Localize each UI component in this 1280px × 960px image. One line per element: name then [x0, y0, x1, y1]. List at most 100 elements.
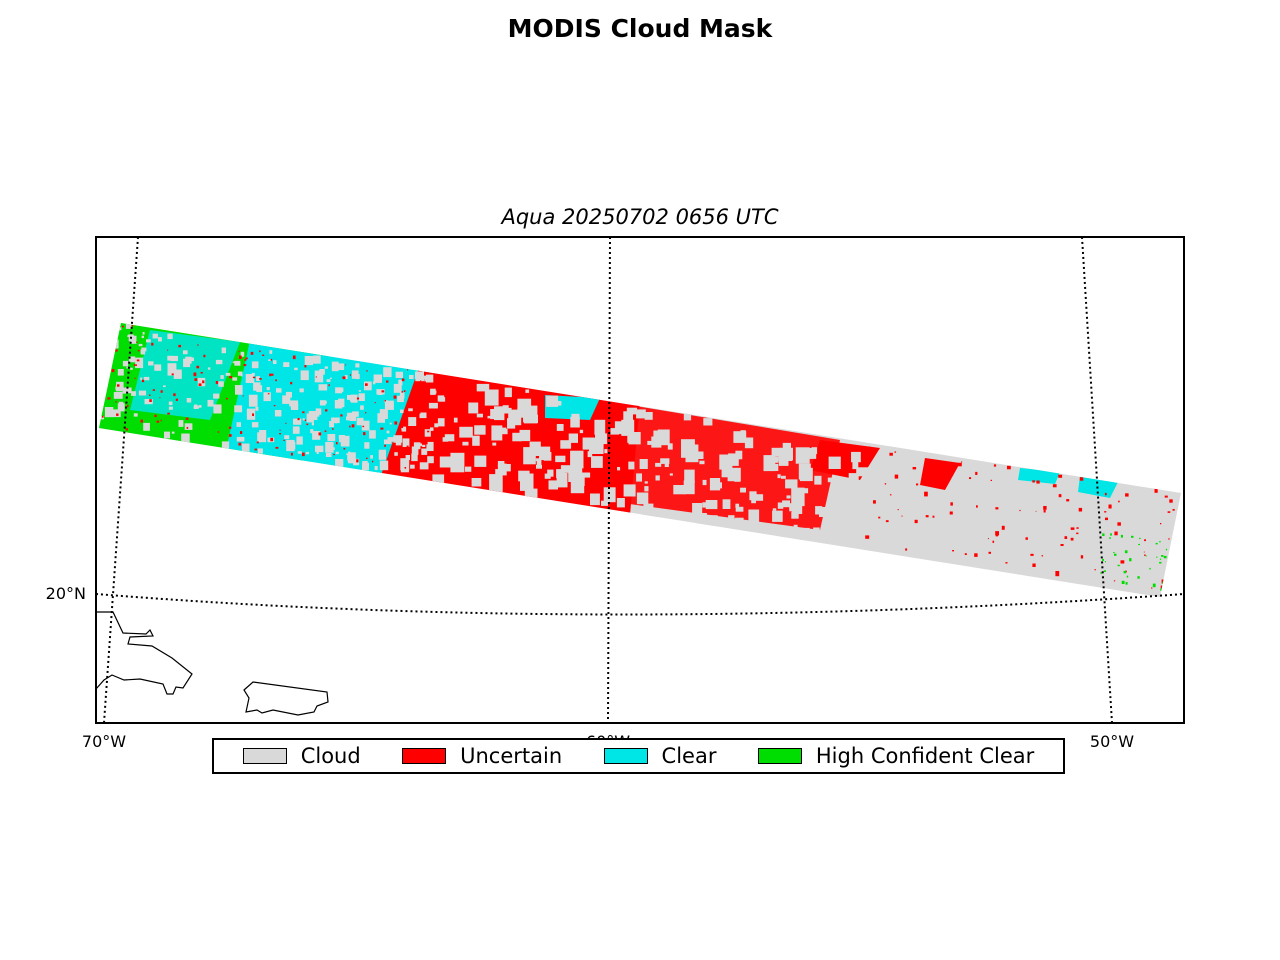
classification-speck — [1169, 499, 1173, 503]
classification-speck — [807, 448, 817, 459]
classification-speck — [394, 421, 398, 425]
classification-speck — [1058, 474, 1063, 478]
classification-speck — [168, 406, 173, 410]
classification-speck — [400, 426, 404, 429]
classification-speck — [572, 463, 583, 476]
classification-speck — [360, 405, 364, 410]
classification-speck — [976, 505, 978, 508]
classification-speck — [1113, 552, 1115, 554]
classification-speck — [279, 429, 281, 431]
classification-speck — [735, 506, 744, 512]
classification-speck — [167, 349, 169, 351]
classification-speck — [234, 405, 243, 413]
classification-speck — [706, 515, 718, 529]
classification-speck — [135, 357, 144, 369]
classification-speck — [213, 393, 220, 399]
classification-speck — [581, 472, 591, 478]
classification-speck — [117, 369, 124, 376]
classification-speck — [842, 533, 855, 546]
classification-speck — [336, 442, 338, 445]
classification-speck — [856, 467, 869, 477]
swath-clear — [225, 340, 430, 475]
classification-speck — [752, 494, 764, 501]
classification-speck — [1104, 561, 1106, 563]
classification-speck — [617, 467, 621, 471]
classification-speck — [878, 516, 881, 519]
classification-speck — [1124, 550, 1128, 554]
classification-speck — [427, 453, 430, 455]
classification-speck — [1007, 465, 1011, 470]
classification-speck — [152, 389, 155, 391]
classification-speck — [253, 382, 261, 391]
classification-speck — [158, 337, 162, 342]
classification-speck — [487, 415, 491, 419]
classification-speck — [1121, 580, 1125, 584]
classification-speck — [1178, 554, 1180, 557]
classification-speck — [290, 452, 293, 456]
classification-speck — [1167, 511, 1171, 513]
classification-speck — [358, 390, 361, 392]
classification-speck — [117, 403, 125, 412]
classification-speck — [523, 447, 536, 465]
classification-speck — [1125, 493, 1129, 497]
classification-speck — [952, 550, 954, 552]
classification-speck — [1156, 556, 1158, 558]
classification-speck — [218, 381, 224, 387]
classification-speck — [297, 418, 300, 421]
classification-speck — [681, 439, 695, 458]
classification-speck — [319, 400, 326, 406]
classification-speck — [763, 455, 776, 472]
classification-speck — [146, 339, 151, 343]
classification-speck — [422, 444, 426, 447]
classification-speck — [782, 500, 790, 508]
classification-speck — [1058, 494, 1062, 498]
classification-speck — [318, 384, 328, 391]
classification-speck — [905, 548, 908, 551]
classification-speck — [1123, 570, 1126, 574]
classification-speck — [123, 387, 132, 394]
classification-speck — [338, 387, 344, 392]
classification-speck — [777, 502, 784, 509]
classification-speck — [325, 441, 334, 453]
classification-speck — [722, 499, 731, 509]
classification-speck — [173, 369, 182, 379]
classification-speck — [241, 443, 250, 455]
classification-speck — [793, 524, 798, 529]
classification-speck — [645, 508, 659, 521]
classification-speck — [299, 388, 304, 393]
classification-speck — [232, 377, 238, 381]
classification-speck — [167, 412, 170, 415]
classification-speck — [125, 428, 128, 431]
classification-speck — [1172, 509, 1175, 511]
classification-speck — [389, 422, 392, 425]
classification-speck — [402, 438, 410, 447]
classification-speck — [901, 515, 903, 517]
classification-speck — [254, 448, 257, 451]
classification-speck — [285, 391, 292, 398]
classification-speck — [693, 451, 704, 459]
classification-speck — [245, 374, 255, 383]
classification-speck — [518, 470, 530, 482]
classification-speck — [273, 360, 277, 364]
classification-speck — [215, 381, 219, 384]
classification-speck — [950, 502, 953, 506]
classification-speck — [424, 429, 431, 437]
classification-speck — [419, 462, 429, 470]
swath-clear — [130, 330, 240, 420]
classification-speck — [548, 480, 558, 490]
classification-speck — [426, 441, 434, 451]
classification-speck — [798, 463, 811, 480]
classification-speck — [239, 355, 242, 359]
classification-speck — [1105, 517, 1108, 521]
classification-speck — [1161, 555, 1164, 557]
classification-speck — [143, 376, 150, 381]
classification-speck — [365, 412, 367, 414]
classification-speck — [113, 330, 116, 333]
classification-speck — [964, 553, 967, 555]
classification-speck — [384, 439, 392, 445]
classification-speck — [159, 397, 161, 399]
classification-speck — [1104, 492, 1107, 496]
classification-speck — [949, 511, 953, 515]
legend: Cloud Uncertain Clear High Confident Cle… — [212, 738, 1065, 774]
classification-speck — [356, 459, 359, 463]
